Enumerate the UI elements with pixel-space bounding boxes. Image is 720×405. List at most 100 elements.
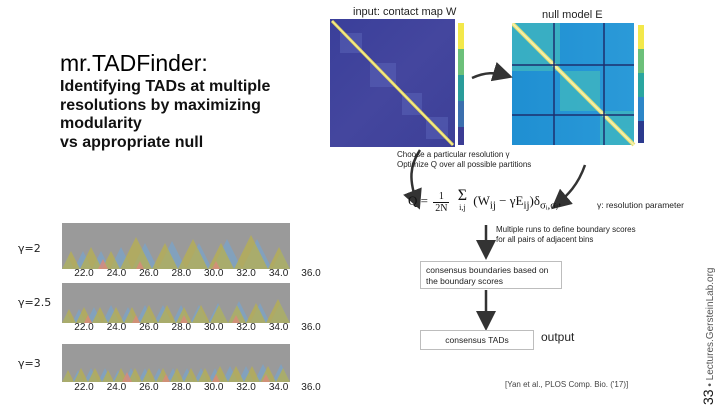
tad-triangle-red [212,261,220,269]
tad-triangle-yellow [74,368,88,382]
tick-row: 22.0 24.0 26.0 28.0 30.0 32.0 34.0 36.0 [74,382,320,393]
arrow-null-to-formula [551,164,587,210]
runs-note: Multiple runs to define boundary scores … [496,225,636,244]
tad-triangle-yellow [102,251,120,269]
tad-triangle-yellow [140,305,158,323]
tad-strip-gamma-3 [62,344,290,382]
tad-triangle-red [98,259,108,269]
tad-triangle-yellow [102,370,114,382]
tad-triangle-yellow [88,368,102,382]
tick-label: 22.0 [74,322,94,333]
tick-label: 30.0 [203,268,224,279]
subtitle-line: Identifying TADs at multiple [60,78,271,95]
tick-label: 26.0 [139,382,159,393]
colorbar [638,25,644,143]
tad-triangle-yellow [268,247,290,269]
tick-label: 22.0 [74,382,94,393]
tick-label: 26.0 [139,268,159,279]
tick-row: 22.0 24.0 26.0 28.0 30.0 32.0 34.0 36.0 [74,322,320,333]
tick-label: 36.0 [301,322,321,333]
arrow-map-to-null [471,62,513,82]
tick-label: 32.0 [236,322,256,333]
footer-bullet: • [705,383,716,387]
resolution-note: γ: resolution parameter [597,200,684,210]
tad-triangle-red [162,374,170,382]
gamma-label: γ=2 [18,242,41,255]
gamma-label: γ=2.5 [18,296,52,309]
tick-label: 36.0 [301,268,321,279]
tick-label: 32.0 [236,382,256,393]
tad-triangle-yellow [170,368,184,382]
tad-triangle-red [84,315,92,323]
tad-triangle-red [136,261,144,269]
tad-triangle-yellow [128,368,142,382]
tad-triangle-yellow [234,235,268,269]
tad-triangle-yellow [244,366,260,382]
tad-triangle-yellow [62,309,76,323]
tad-triangle-yellow [92,307,108,323]
tad-triangle-yellow [158,305,176,323]
tick-label: 24.0 [106,322,127,333]
tick-label: 30.0 [203,322,224,333]
output-label: output [541,330,575,344]
citation: [Yan et al., PLOS Comp. Bio. ('17)] [505,380,629,389]
tick-label: 26.0 [139,322,159,333]
subtitle-line: modularity [60,115,142,132]
tick-row: 22.0 24.0 26.0 28.0 30.0 32.0 34.0 36.0 [74,268,320,279]
tad-triangle-yellow [62,370,74,382]
tick-label: 22.0 [74,268,94,279]
null-model-caption: null model E [542,9,603,21]
tad-triangle-yellow [246,303,266,323]
tick-label: 28.0 [171,322,192,333]
tad-triangle-red [132,315,140,323]
tad-triangle-yellow [228,366,244,382]
colorbar [458,23,464,145]
tick-label: 30.0 [203,382,224,393]
tick-label: 24.0 [106,268,127,279]
tick-label: 36.0 [301,382,321,393]
null-model-heatmap [512,23,644,147]
consensus-tads-box: consensus TADs [420,330,534,350]
consensus-boundaries-box: consensus boundaries based on the bounda… [420,261,562,289]
tick-label: 34.0 [268,268,289,279]
tad-triangle-red [212,374,220,382]
tad-triangle-yellow [178,239,208,269]
gamma-label: γ=3 [18,357,41,370]
step-text: Choose a particular resolution γ Optimiz… [397,150,532,169]
tad-triangle-yellow [210,305,228,323]
footer-site: Lectures.GersteinLab.org [705,267,716,381]
tad-triangle-red [262,374,270,382]
tad-triangle-yellow [208,243,234,269]
subtitle-line: vs appropriate null [60,133,204,151]
slide-number: 33 [700,389,716,405]
tick-label: 34.0 [268,382,289,393]
tad-triangle-yellow [184,368,198,382]
tad-triangle-yellow [228,305,246,323]
tad-triangle-yellow [266,299,290,323]
tick-label: 32.0 [236,268,256,279]
tad-triangle-yellow [108,307,124,323]
tad-triangle-yellow [62,251,80,269]
tad-triangle-red [122,372,132,382]
tad-triangle-yellow [152,243,178,269]
tad-triangle-yellow [192,305,210,323]
tad-strip-gamma-2 [62,223,290,269]
tad-triangle-yellow [276,368,290,382]
subtitle-line: resolutions by maximizing [60,96,261,114]
footer-vertical-text: 33 • Lectures.GersteinLab.org [700,268,716,405]
tad-triangle-red [232,315,240,323]
tick-label: 28.0 [171,268,192,279]
tad-triangle-yellow [120,237,152,269]
contact-map-caption: input: contact map W [353,6,457,18]
contact-map-heatmap [330,19,464,147]
slide-subtitle: Identifying TADs at multiple resolutions… [60,78,310,152]
tick-label: 24.0 [106,382,127,393]
tad-triangle-yellow [198,368,212,382]
tad-triangle-yellow [80,247,102,269]
tick-label: 28.0 [171,382,192,393]
tad-triangle-yellow [142,368,156,382]
tad-triangle-red [180,315,188,323]
tad-strip-gamma-2-5 [62,283,290,323]
